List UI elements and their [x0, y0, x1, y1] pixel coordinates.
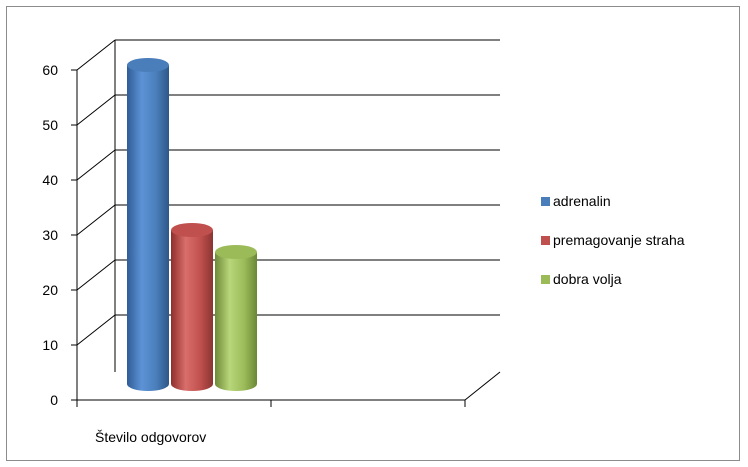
gridline-diagonal [76, 314, 116, 346]
legend-swatch [541, 275, 550, 284]
gridline-diagonal [76, 94, 116, 126]
y-tick-label: 40 [42, 172, 58, 188]
bar-body [215, 252, 257, 391]
legend-label: dobra volja [553, 271, 622, 287]
legend: adrenalin premagovanje straha dobra volja [541, 193, 685, 287]
bar-top [171, 223, 213, 237]
y-tick-label: 60 [42, 62, 58, 78]
category-label: Število odgovorov [95, 429, 206, 445]
bars [127, 58, 257, 391]
y-tick-label: 10 [42, 337, 58, 353]
legend-swatch [541, 236, 550, 245]
y-tick-label: 20 [42, 282, 58, 298]
legend-swatch [541, 197, 550, 206]
gridline-diagonal [76, 149, 116, 181]
y-tick-label: 30 [42, 227, 58, 243]
gridline-diagonal [76, 39, 116, 71]
bar-body [171, 230, 213, 391]
floor-right-edge [464, 371, 501, 401]
bar-body [127, 65, 169, 391]
bar-premagovanje-straha [171, 223, 213, 391]
bar-dobra-volja [215, 245, 257, 391]
y-tick-label: 50 [42, 117, 58, 133]
y-axis-ticks: 0 10 20 30 40 50 60 [42, 62, 77, 408]
legend-label: premagovanje straha [553, 232, 685, 248]
y-tick-label: 0 [50, 392, 58, 408]
bar-adrenalin [127, 58, 169, 391]
bar-top [215, 245, 257, 259]
legend-label: adrenalin [553, 193, 611, 209]
gridline-diagonal [76, 204, 116, 236]
gridline-diagonal [76, 259, 116, 291]
bar-top [127, 58, 169, 72]
